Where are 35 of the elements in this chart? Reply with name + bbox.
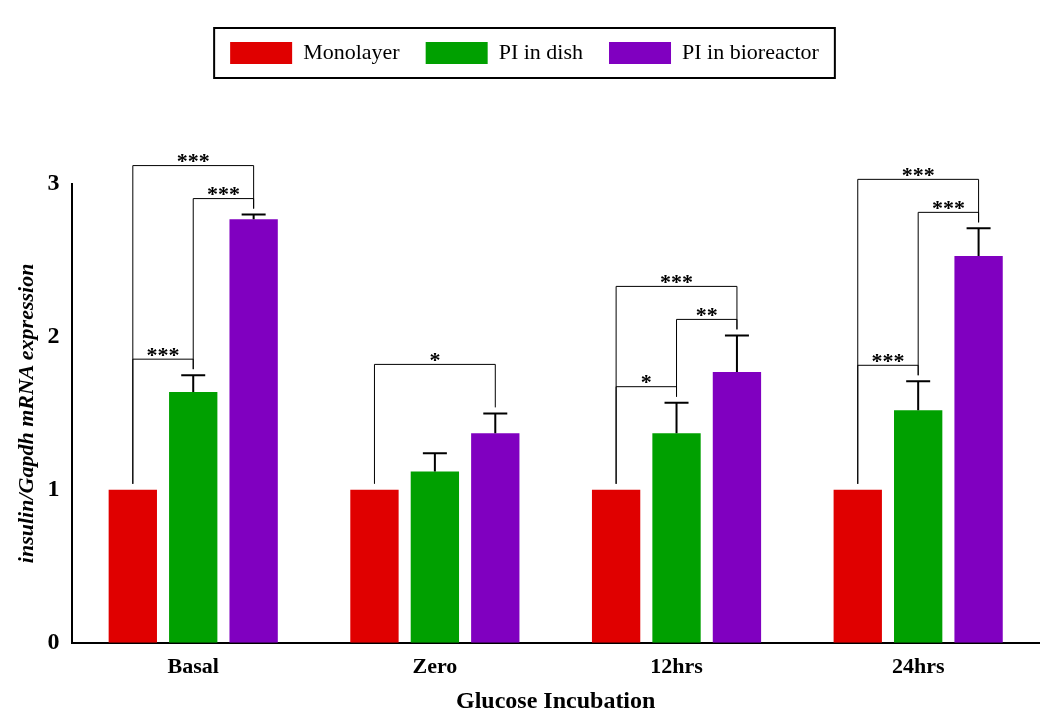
bar bbox=[591, 489, 641, 643]
annotation: *** bbox=[871, 347, 905, 373]
bar bbox=[954, 255, 1003, 643]
bar bbox=[169, 391, 218, 643]
annotation: * bbox=[640, 369, 652, 395]
x-tick-label: 24hrs bbox=[891, 652, 945, 678]
bar bbox=[833, 489, 882, 643]
bar bbox=[471, 433, 520, 643]
y-axis-title: insulin/Gapdh mRNA expression bbox=[12, 263, 38, 564]
legend-label: PI in bioreactor bbox=[682, 38, 820, 64]
annotation: * bbox=[429, 347, 441, 373]
x-axis-title: Glucose Incubation bbox=[456, 686, 656, 713]
bar bbox=[410, 471, 460, 643]
y-tick-label: 3 bbox=[47, 169, 60, 196]
bar bbox=[712, 372, 762, 643]
legend-label: PI in dish bbox=[498, 38, 584, 64]
x-tick-label: Zero bbox=[412, 652, 458, 678]
y-tick-label: 1 bbox=[47, 475, 60, 502]
annotation: *** bbox=[206, 181, 240, 207]
y-tick-label: 0 bbox=[47, 628, 60, 654]
bar bbox=[350, 489, 399, 643]
annotation: *** bbox=[146, 341, 180, 367]
legend-label: Monolayer bbox=[303, 38, 401, 64]
bar bbox=[108, 489, 157, 643]
bar bbox=[229, 219, 278, 643]
annotation: *** bbox=[901, 162, 935, 188]
bar bbox=[652, 433, 701, 643]
x-tick-label: Basal bbox=[167, 652, 219, 678]
bar bbox=[894, 410, 943, 643]
annotation: *** bbox=[660, 269, 694, 295]
annotation: *** bbox=[931, 195, 965, 221]
x-tick-label: 12hrs bbox=[650, 652, 704, 678]
annotation: ** bbox=[695, 302, 718, 328]
y-tick-label: 2 bbox=[47, 322, 60, 349]
text: *** bbox=[176, 148, 210, 174]
